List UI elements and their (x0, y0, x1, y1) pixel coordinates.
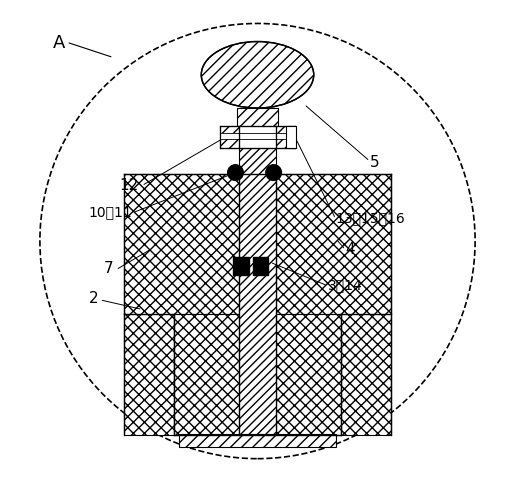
Text: 5: 5 (370, 155, 380, 170)
Polygon shape (276, 174, 390, 435)
Text: 7: 7 (104, 260, 113, 275)
Bar (220, 134, 239, 140)
Bar (179, 434, 336, 447)
Bar (276, 134, 295, 140)
Ellipse shape (201, 42, 314, 109)
Text: 3、14: 3、14 (329, 278, 363, 292)
Text: 4: 4 (346, 242, 355, 257)
Bar (233, 257, 249, 276)
Text: 2: 2 (89, 290, 98, 305)
Bar (239, 149, 276, 439)
Text: A: A (53, 34, 65, 52)
Text: 10、11: 10、11 (89, 205, 132, 219)
Bar (220, 126, 239, 149)
Bar (286, 127, 296, 148)
Bar (237, 109, 278, 127)
Text: 13、15、16: 13、15、16 (336, 211, 405, 225)
Bar (276, 126, 295, 149)
Bar (253, 257, 268, 276)
Polygon shape (276, 315, 340, 435)
Circle shape (228, 165, 243, 181)
Circle shape (266, 165, 282, 181)
Polygon shape (125, 174, 239, 435)
Text: 12: 12 (119, 177, 139, 192)
Polygon shape (175, 315, 239, 435)
